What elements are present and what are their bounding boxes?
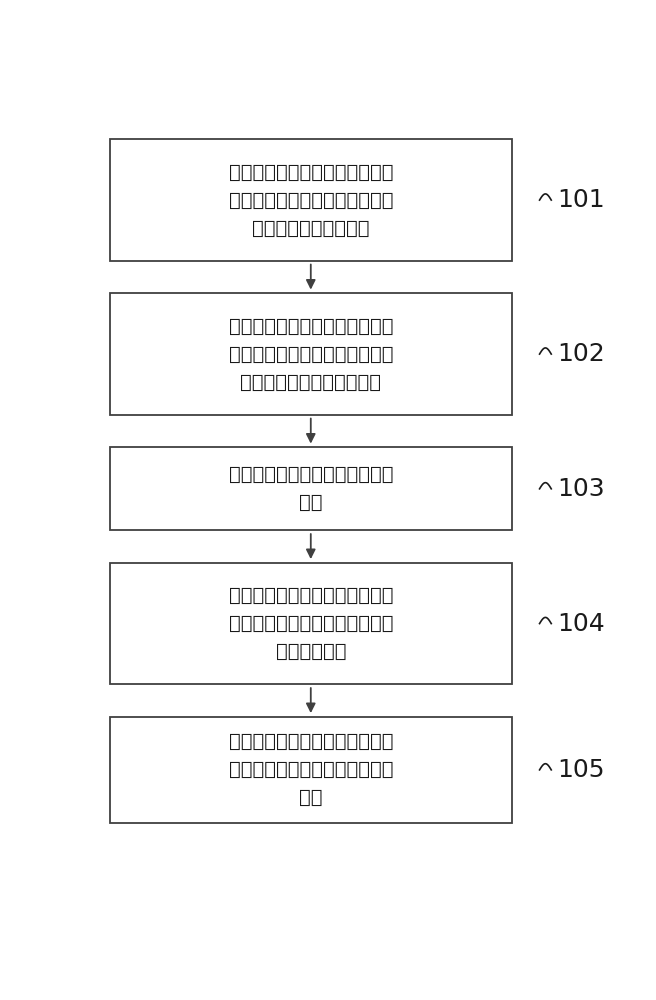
Text: 按照所述组织的壁厚，将用于制
作所述组织模型的材料涂覆于所
述支架的表面: 按照所述组织的壁厚，将用于制 作所述组织模型的材料涂覆于所 述支架的表面 [228, 586, 393, 661]
Bar [110, 139, 512, 261]
Bar [110, 293, 512, 415]
Bar [110, 563, 512, 684]
Text: 按照所述第二三维几何模型制作
支架: 按照所述第二三维几何模型制作 支架 [228, 465, 393, 512]
Text: 101: 101 [558, 188, 605, 212]
Text: 根据所述组织的壁厚，在径向上
对所述第一三维几何模型进行缩
小，得到第二三维几何模型: 根据所述组织的壁厚，在径向上 对所述第一三维几何模型进行缩 小，得到第二三维几何… [228, 317, 393, 392]
Text: 待所述材料固化后除去所述支架
，得到所述具有空腔结构的组织
模型: 待所述材料固化后除去所述支架 ，得到所述具有空腔结构的组织 模型 [228, 732, 393, 807]
Text: 105: 105 [558, 758, 605, 782]
Bar [110, 447, 512, 530]
Text: 102: 102 [558, 342, 605, 366]
Text: 104: 104 [558, 612, 605, 636]
Text: 针对具有空腔结构的目标组织，
获得与组织的轮廓形状和尺寸相
同的第一三维几何模型: 针对具有空腔结构的目标组织， 获得与组织的轮廓形状和尺寸相 同的第一三维几何模型 [228, 163, 393, 238]
Text: 103: 103 [558, 477, 605, 501]
Bar [110, 717, 512, 823]
